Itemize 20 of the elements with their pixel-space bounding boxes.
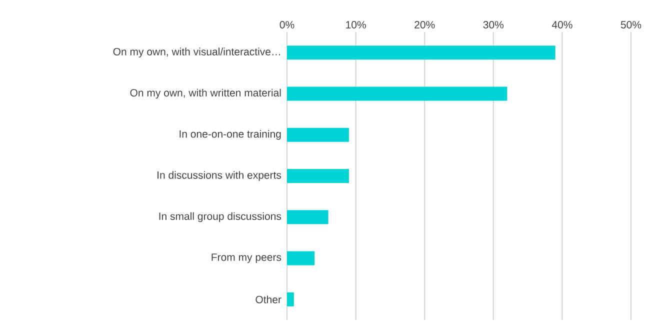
bar — [287, 168, 349, 183]
y-tick-label: In discussions with experts — [158, 171, 282, 181]
bar — [287, 46, 556, 60]
bar — [287, 292, 294, 306]
y-tick-label: On my own, with visual/interactive… — [113, 48, 280, 58]
y-tick-label: From my peers — [212, 254, 282, 263]
bar — [287, 128, 349, 142]
x-tick-label: 30% — [483, 21, 504, 28]
x-tick-label: 10% — [346, 21, 366, 28]
x-tick-label: 20% — [414, 21, 435, 28]
y-tick-label: Other — [256, 296, 282, 304]
bar — [287, 86, 508, 101]
y-tick-label: On my own, with written material — [130, 88, 281, 99]
x-tick-label: 50% — [620, 21, 642, 28]
y-tick-label: In one-on-one training — [180, 130, 281, 140]
y-tick-label: In small group discussions — [159, 212, 282, 222]
bar — [287, 210, 328, 224]
x-tick-label: 0% — [280, 21, 294, 28]
x-tick-label: 40% — [552, 21, 572, 28]
bar — [287, 251, 315, 266]
